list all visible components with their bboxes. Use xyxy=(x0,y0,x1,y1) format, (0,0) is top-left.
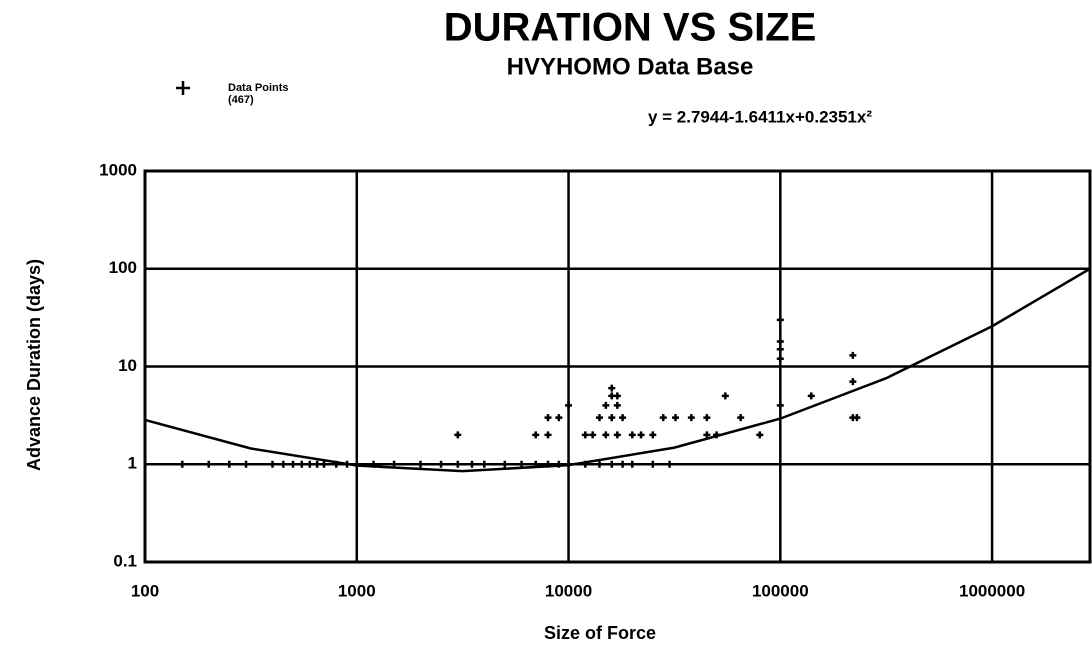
legend-note: (467) xyxy=(228,94,254,106)
x-tick-label: 100 xyxy=(131,581,159,600)
data-point xyxy=(602,401,610,409)
y-axis-label: Advance Duration (days) xyxy=(24,259,44,471)
data-point xyxy=(298,460,306,468)
data-point xyxy=(544,414,552,422)
data-point xyxy=(659,414,667,422)
data-point xyxy=(776,338,784,346)
data-point xyxy=(581,431,589,439)
data-point xyxy=(581,460,589,468)
data-point xyxy=(205,460,213,468)
data-point xyxy=(595,414,603,422)
data-point xyxy=(703,431,711,439)
data-point xyxy=(713,431,721,439)
data-point xyxy=(353,460,361,468)
data-point xyxy=(649,431,657,439)
data-point xyxy=(518,460,526,468)
y-tick-label: 0.1 xyxy=(113,551,137,570)
data-point xyxy=(178,460,186,468)
data-point xyxy=(619,414,627,422)
x-tick-label: 10000 xyxy=(545,581,592,600)
data-point xyxy=(853,414,861,422)
data-point xyxy=(332,460,340,468)
data-point xyxy=(555,414,563,422)
data-point xyxy=(370,460,378,468)
data-point xyxy=(417,460,425,468)
x-tick-label: 100000 xyxy=(752,581,809,600)
legend-label: Data Points xyxy=(228,82,289,94)
data-point xyxy=(703,414,711,422)
y-tick-label: 10 xyxy=(118,356,137,375)
data-point xyxy=(687,414,695,422)
data-point xyxy=(608,384,616,392)
data-point xyxy=(849,351,857,359)
data-point xyxy=(565,460,573,468)
data-point xyxy=(628,431,636,439)
data-point xyxy=(776,401,784,409)
y-tick-label: 100 xyxy=(109,258,137,277)
chart-title: DURATION VS SIZE xyxy=(444,6,817,50)
x-axis-label: Size of Force xyxy=(544,623,656,643)
data-point xyxy=(313,460,321,468)
data-point xyxy=(279,460,287,468)
y-tick-label: 1 xyxy=(128,454,137,473)
data-point xyxy=(613,431,621,439)
data-point xyxy=(268,460,276,468)
data-point xyxy=(776,345,784,353)
data-point xyxy=(468,460,476,468)
data-point xyxy=(544,460,552,468)
data-point xyxy=(672,414,680,422)
data-point xyxy=(608,460,616,468)
data-point xyxy=(565,401,573,409)
data-point xyxy=(595,460,603,468)
data-point xyxy=(532,431,540,439)
data-point xyxy=(242,460,250,468)
data-point xyxy=(628,460,636,468)
data-point xyxy=(849,378,857,386)
data-point xyxy=(555,460,563,468)
data-point xyxy=(737,414,745,422)
data-point xyxy=(776,355,784,363)
data-point xyxy=(390,460,398,468)
data-point xyxy=(480,460,488,468)
legend-marker xyxy=(176,81,190,95)
data-point xyxy=(602,431,610,439)
y-tick-label: 1000 xyxy=(99,160,137,179)
plot-frame xyxy=(143,169,1092,564)
data-point xyxy=(454,460,462,468)
data-point xyxy=(608,414,616,422)
data-point xyxy=(613,401,621,409)
data-point xyxy=(776,316,784,324)
data-point xyxy=(343,460,351,468)
data-point xyxy=(532,460,540,468)
data-point xyxy=(544,431,552,439)
data-point xyxy=(454,431,462,439)
data-point xyxy=(756,431,764,439)
chart-subtitle: HVYHOMO Data Base xyxy=(507,53,754,80)
data-point xyxy=(721,392,729,400)
data-point xyxy=(437,460,445,468)
data-point xyxy=(289,460,297,468)
data-point xyxy=(666,460,674,468)
data-point xyxy=(613,392,621,400)
data-point xyxy=(619,460,627,468)
data-point xyxy=(225,460,233,468)
data-point xyxy=(589,431,597,439)
data-point xyxy=(306,460,314,468)
data-point xyxy=(501,460,509,468)
data-point xyxy=(320,460,328,468)
data-point xyxy=(649,460,657,468)
data-point xyxy=(807,392,815,400)
fit-line xyxy=(144,267,1091,473)
x-tick-label: 1000000 xyxy=(959,581,1025,600)
data-point xyxy=(637,431,645,439)
annotation: y = 2.7944-1.6411x+0.2351x² xyxy=(648,107,872,126)
x-tick-label: 1000 xyxy=(338,581,376,600)
